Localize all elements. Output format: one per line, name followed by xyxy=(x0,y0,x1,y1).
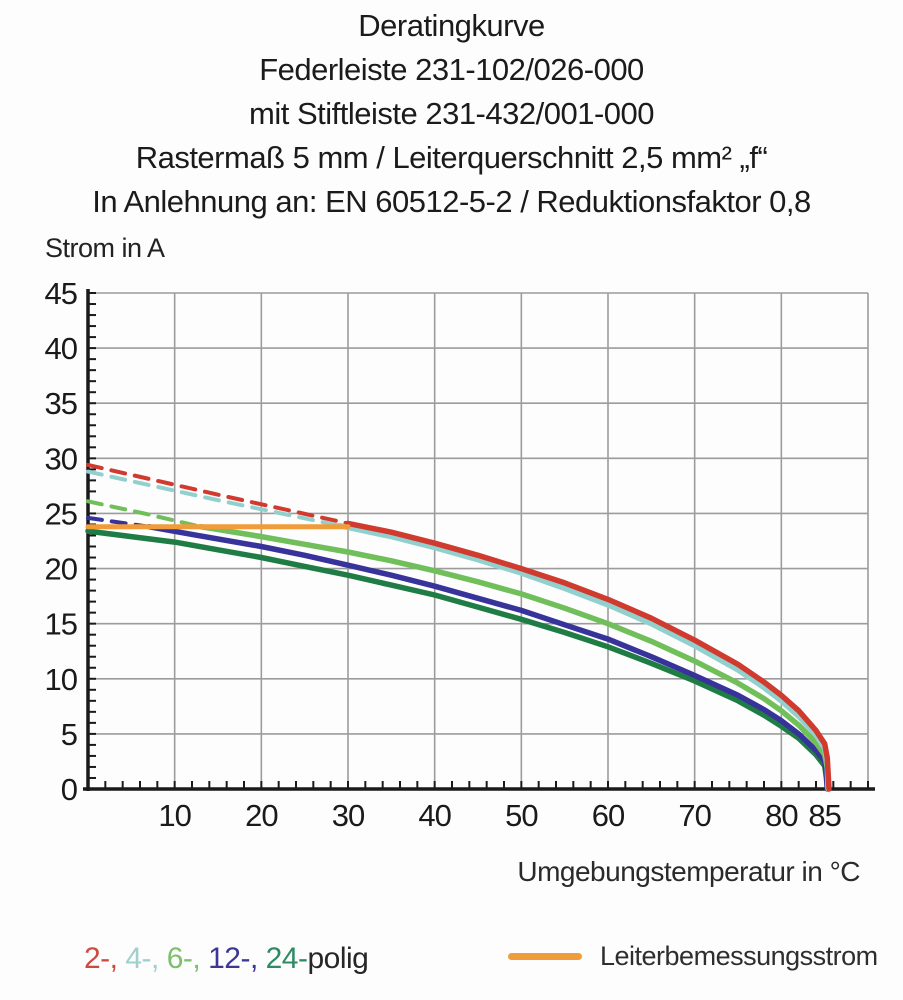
legend-pole-label: 2-, xyxy=(84,942,126,975)
x-tick-label: 20 xyxy=(245,798,278,833)
legend-poles-suffix: polig xyxy=(307,942,369,975)
title-line-3: mit Stiftleiste 231-432/001-000 xyxy=(249,96,654,131)
x-tick-label: 40 xyxy=(418,798,451,833)
y-tick-label: 0 xyxy=(61,772,78,807)
y-tick-label: 30 xyxy=(45,441,78,476)
title-line-4: Rastermaß 5 mm / Leiterquerschnitt 2,5 m… xyxy=(135,140,768,175)
legend-rated-current: Leiterbemessungsstrom xyxy=(508,941,878,972)
curve-12-polig xyxy=(145,523,831,792)
x-tick-label: 70 xyxy=(678,798,711,833)
y-tick-label: 35 xyxy=(45,386,77,421)
curve-dashed-2-polig xyxy=(86,462,350,526)
curve-dashed-4-polig xyxy=(86,469,342,528)
x-tick-label: 10 xyxy=(158,798,191,833)
legend-pole-label: 6-, xyxy=(166,942,209,975)
legend-pole-label: 12-, xyxy=(208,942,266,975)
x-tick-label: 60 xyxy=(592,798,625,833)
y-tick-label: 40 xyxy=(45,331,78,366)
rated-current-label: Leiterbemessungsstrom xyxy=(600,941,878,971)
curve-6-polig xyxy=(197,523,831,792)
y-tick-label: 20 xyxy=(45,552,78,587)
y-tick-label: 10 xyxy=(45,662,78,697)
legend-poles: 2-, 4-, 6-, 12-, 24-polig xyxy=(84,942,369,976)
chart-header: Deratingkurve Federleiste 231-102/026-00… xyxy=(0,4,903,224)
x-tick-label: 85 xyxy=(808,798,840,833)
y-tick-label: 25 xyxy=(45,496,77,531)
x-axis-title: Umgebungstemperatur in °C xyxy=(517,856,860,887)
y-tick-label: 15 xyxy=(45,607,77,642)
title-line-2: Federleiste 231-102/026-000 xyxy=(259,52,644,87)
rated-current-line-swatch xyxy=(508,953,582,960)
curve-dashed-6-polig xyxy=(86,499,203,529)
curve-2-polig xyxy=(345,520,832,792)
y-tick-label: 5 xyxy=(61,717,77,752)
x-tick-label: 50 xyxy=(505,798,538,833)
y-tick-label: 45 xyxy=(45,276,77,311)
curve-24-polig xyxy=(85,528,831,792)
x-tick-label: 30 xyxy=(332,798,365,833)
legend-pole-label: 4-, xyxy=(125,942,167,975)
x-tick-label: 80 xyxy=(765,798,798,833)
title-line-5: In Anlehnung an: EN 60512-5-2 / Reduktio… xyxy=(92,184,811,219)
title-line-1: Deratingkurve xyxy=(358,8,545,43)
legend-pole-label: 24- xyxy=(265,942,308,975)
y-axis-title: Strom in A xyxy=(45,233,165,263)
